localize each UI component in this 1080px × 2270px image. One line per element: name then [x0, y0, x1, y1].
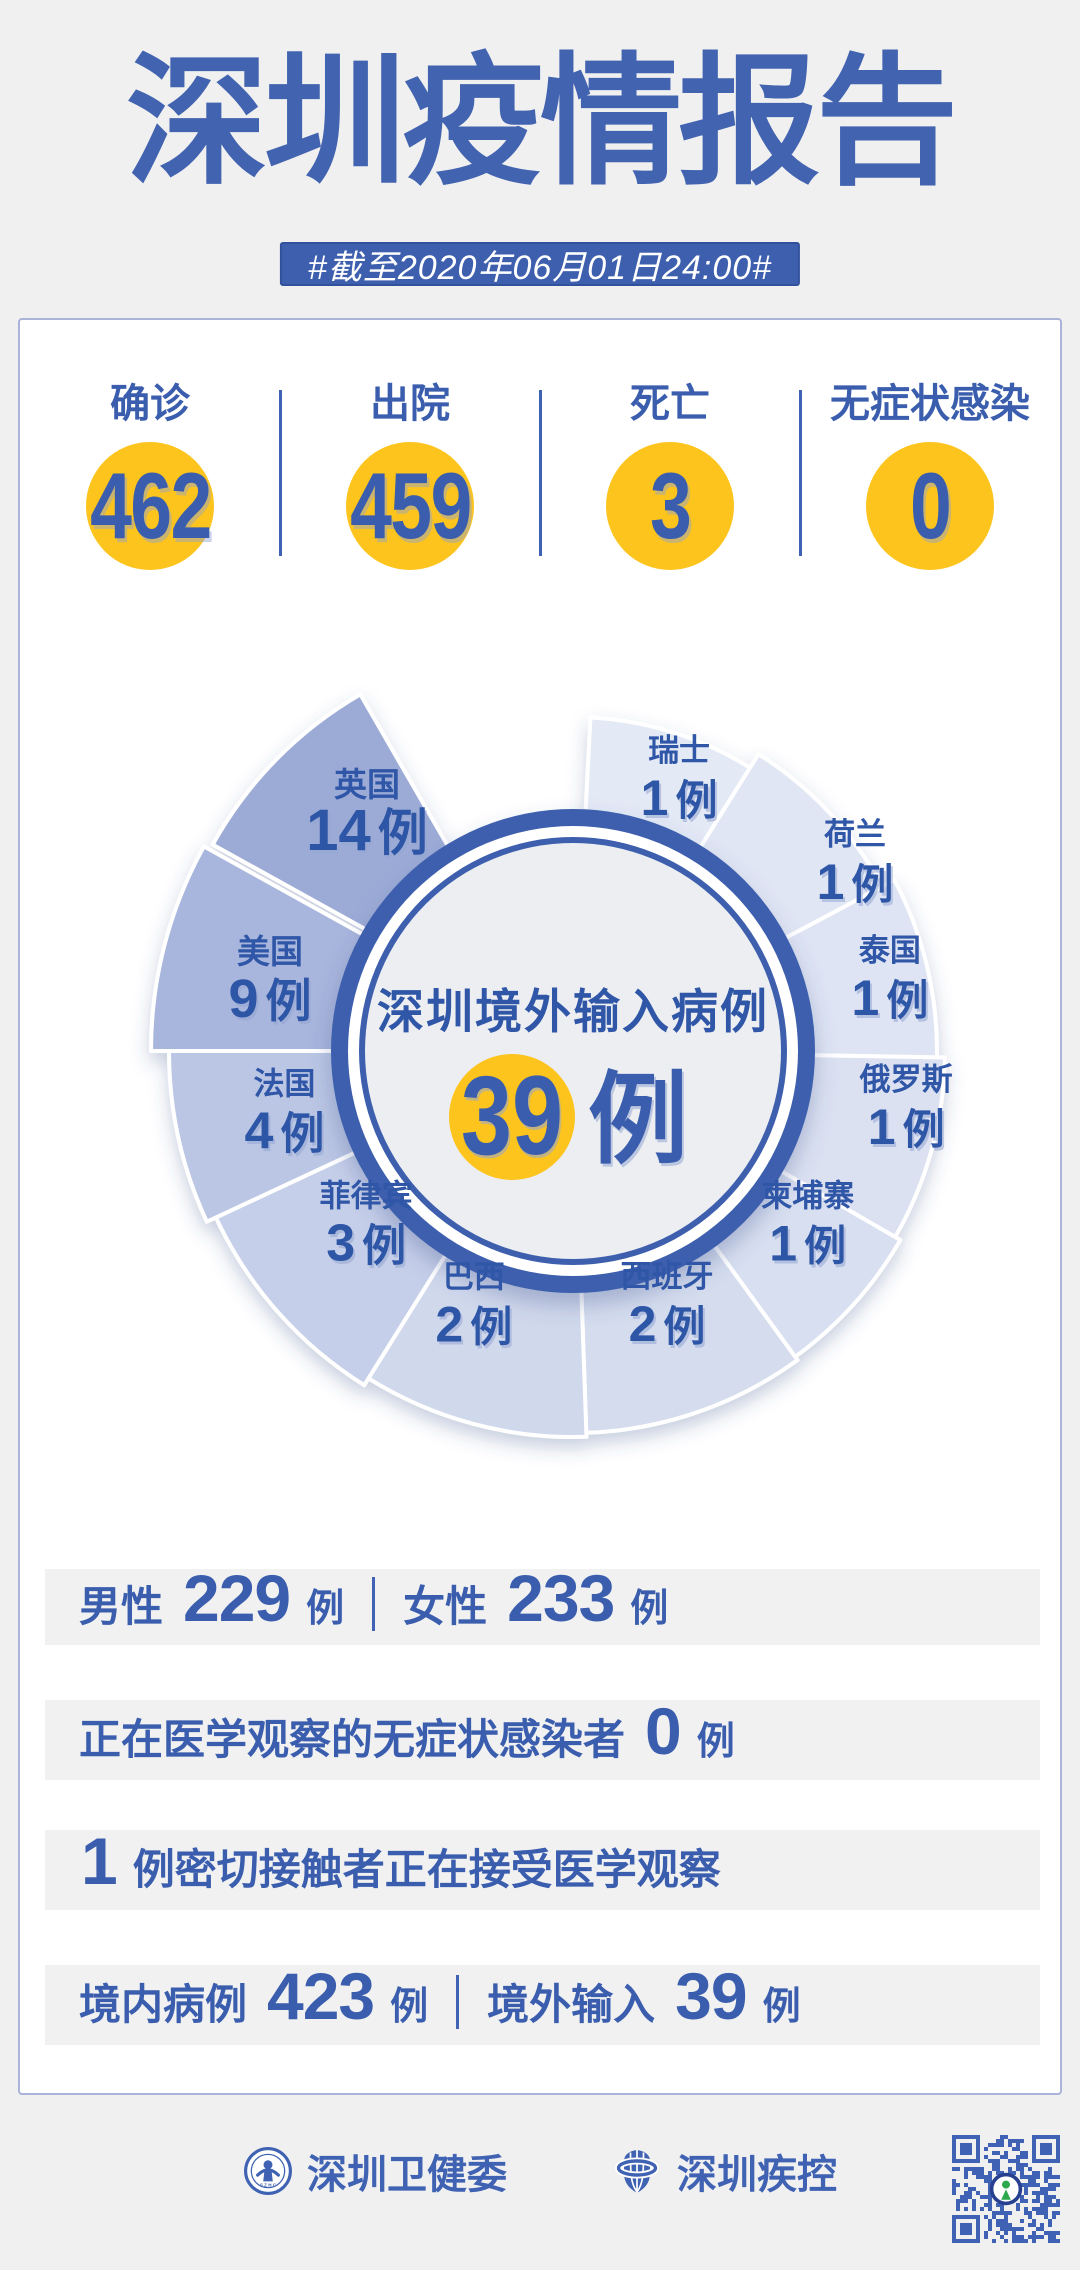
stat-3: 无症状感染 0 — [800, 382, 1060, 602]
row-text: 正在医学观察的无症状感染者 — [79, 1716, 626, 1763]
pie-total-value: 39 — [461, 1052, 563, 1178]
stat-label: 确诊 — [110, 382, 190, 426]
org-label: 深圳卫健委 — [307, 2153, 507, 2197]
org-shenzhen-health-commission: S Z H C 深圳卫健委 — [243, 2142, 507, 2200]
row-text: 例 — [696, 1721, 735, 1763]
row-value: 423 — [267, 1959, 375, 2033]
stat-label: 死亡 — [630, 382, 710, 426]
detail-row-0: 男性 229 例女性 233 例 — [45, 1565, 1040, 1645]
stat-1: 出院 459 — [280, 382, 540, 602]
row-separator — [456, 1975, 460, 2029]
slice-label-荷兰: 荷兰 — [824, 817, 886, 852]
stat-value-circle: 459 — [346, 442, 474, 570]
page-title: 深圳疫情报告 — [126, 43, 958, 202]
stat-label: 无症状感染 — [830, 382, 1030, 426]
stat-separator — [799, 390, 802, 556]
row-text: 境外输入 — [487, 1981, 656, 2028]
row-text: 女性 — [403, 1583, 488, 1630]
org-label: 深圳疾控 — [677, 2153, 837, 2197]
slice-label-柬埔寨: 柬埔寨 — [761, 1179, 854, 1214]
qr-code — [948, 2131, 1064, 2247]
detail-row-2: 1 例密切接触者正在接受医学观察 — [45, 1828, 1040, 1910]
date-badge-text: #截至2020年06月01日24:00# — [307, 248, 773, 287]
footer-orgs: S Z H C 深圳卫健委 深圳疾控 — [0, 2142, 1080, 2200]
stat-label: 出院 — [370, 382, 450, 426]
date-badge: #截至2020年06月01日24:00# — [279, 242, 801, 287]
pie-total-unit: 例 — [588, 1064, 688, 1176]
slice-label-西班牙: 西班牙 — [621, 1259, 714, 1294]
pie-title: 深圳境外输入病例 — [377, 985, 769, 1038]
row-value: 1 — [81, 1824, 118, 1898]
stat-value-circle: 3 — [606, 442, 734, 570]
shenzhen-health-commission-logo-icon: S Z H C — [244, 2147, 292, 2195]
slice-label-巴西: 巴西 — [443, 1259, 505, 1294]
org-shenzhen-cdc: 深圳疾控 — [611, 2142, 837, 2200]
row-text: 例 — [630, 1588, 669, 1630]
row-text: 男性 — [79, 1583, 164, 1630]
slice-label-美国: 美国 — [237, 933, 303, 970]
row-text: 例 — [762, 1986, 801, 2028]
detail-row-1: 正在医学观察的无症状感染者 0 例 — [45, 1698, 1040, 1780]
row-value: 229 — [183, 1561, 291, 1635]
slice-label-菲律宾: 菲律宾 — [320, 1179, 413, 1214]
slice-label-法国: 法国 — [253, 1066, 315, 1101]
row-text: 例 — [306, 1588, 345, 1630]
stat-value-circle: 462 — [86, 442, 214, 570]
pie-center-content: 深圳境外输入病例 39 例 — [377, 985, 769, 1180]
row-value: 39 — [675, 1959, 747, 2033]
stat-separator — [539, 390, 542, 556]
footer: S Z H C 深圳卫健委 深圳疾控 — [0, 2128, 1080, 2270]
summary-stats: 确诊 462 出院 459 死亡 3 无症状感染 0 — [20, 382, 1060, 602]
shenzhen-cdc-logo-icon — [615, 2150, 659, 2193]
stat-value: 462 — [89, 453, 212, 558]
svg-text:S Z H C: S Z H C — [260, 2182, 277, 2187]
slice-value-英国: 14 例 — [306, 798, 428, 863]
slice-label-泰国: 泰国 — [859, 933, 921, 968]
row-value: 233 — [507, 1561, 615, 1635]
stat-value-circle: 0 — [866, 442, 994, 570]
report-card: 确诊 462 出院 459 死亡 3 无症状感染 0 深圳境外输入病例 39 例瑞士 1 例荷兰 1 例泰… — [18, 318, 1062, 2095]
slice-label-俄罗斯: 俄罗斯 — [859, 1062, 953, 1097]
slice-label-英国: 英国 — [334, 766, 400, 803]
pie-total-highlight-circle — [449, 1054, 575, 1180]
stat-value: 459 — [349, 453, 472, 558]
row-value: 0 — [645, 1694, 682, 1768]
stat-value: 3 — [649, 453, 692, 558]
stat-separator — [279, 390, 282, 556]
row-text: 境内病例 — [79, 1981, 248, 2028]
stat-0: 确诊 462 — [20, 382, 280, 602]
detail-row-3: 境内病例 423 例境外输入 39 例 — [45, 1963, 1040, 2045]
row-text: 例 — [390, 1986, 429, 2028]
slice-label-瑞士: 瑞士 — [648, 733, 710, 768]
row-text: 例密切接触者正在接受医学观察 — [132, 1846, 721, 1893]
row-separator — [372, 1577, 376, 1631]
stat-2: 死亡 3 — [540, 382, 800, 602]
stat-value: 0 — [909, 453, 952, 558]
pie-center-disc — [331, 809, 815, 1293]
